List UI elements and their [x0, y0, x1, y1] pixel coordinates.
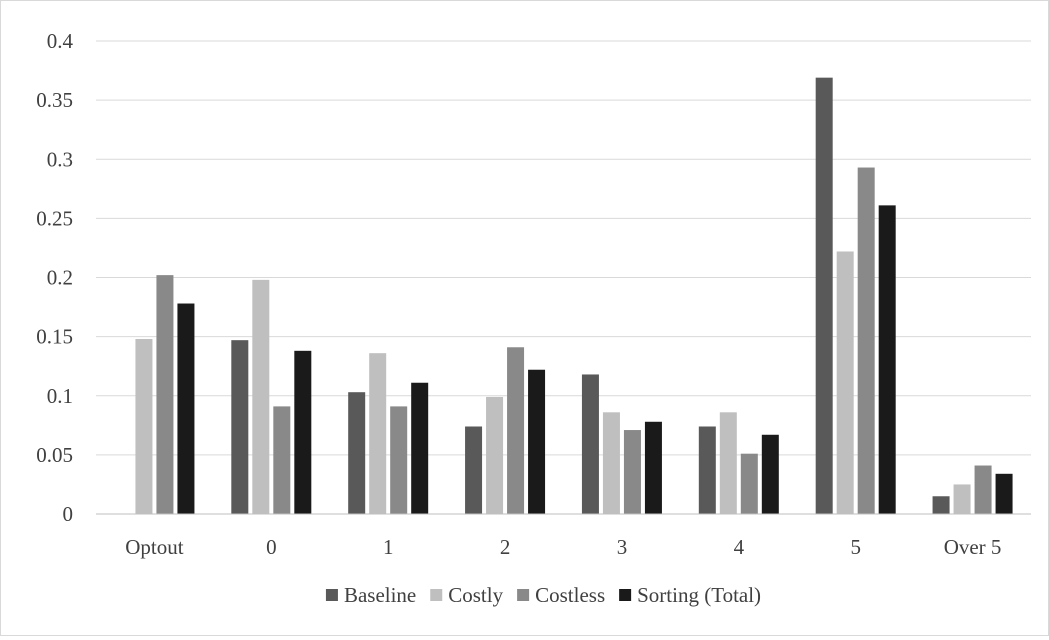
bar-costless-over-5	[974, 465, 992, 514]
bar-sorting-total-optout	[177, 303, 195, 514]
bar-baseline-2	[465, 426, 483, 514]
bar-costless-4	[740, 453, 758, 514]
x-axis-category-labels: Optout 0 1 2 3 4 5 Over 5	[125, 535, 1001, 559]
bar-baseline-0	[231, 340, 249, 514]
bar-costly-5	[836, 251, 854, 515]
y-axis-tick-labels: 0 0.05 0.1 0.15 0.2 0.25 0.3 0.35 0.4	[36, 29, 73, 526]
legend-label: Costly	[448, 583, 503, 607]
bar-sorting-total-0	[294, 350, 312, 514]
legend-swatch	[619, 589, 632, 601]
legend-label: Sorting (Total)	[637, 583, 761, 607]
legend: Baseline Costly Costless Sorting (Total)	[325, 583, 761, 607]
x-category-label: 3	[617, 535, 628, 559]
legend-swatch	[517, 589, 530, 601]
y-tick-label: 0.4	[47, 29, 74, 53]
bar-sorting-total-3	[644, 421, 662, 514]
legend-swatch	[430, 589, 443, 601]
bar-costly-optout	[135, 338, 153, 514]
bar-costless-2	[507, 347, 525, 514]
x-category-label: 2	[500, 535, 511, 559]
bar-sorting-total-over-5	[995, 473, 1013, 514]
y-tick-label: 0.2	[47, 266, 73, 290]
bar-costless-0	[273, 406, 291, 514]
bar-costless-optout	[156, 275, 174, 514]
y-tick-label: 0.35	[36, 88, 73, 112]
bar-costless-3	[623, 430, 641, 514]
bar-baseline-5	[815, 77, 833, 514]
bars	[135, 77, 1013, 515]
bar-costly-over-5	[953, 484, 971, 514]
bar-costly-0	[252, 279, 270, 514]
y-tick-label: 0.05	[36, 443, 73, 467]
legend-item: Sorting (Total)	[619, 583, 761, 607]
bar-costly-4	[719, 412, 737, 514]
bar-sorting-total-5	[878, 205, 896, 514]
y-tick-label: 0.25	[36, 206, 73, 230]
x-category-label: 0	[266, 535, 277, 559]
gridlines	[96, 40, 1031, 456]
bar-costly-3	[602, 412, 620, 514]
bar-baseline-over-5	[932, 496, 950, 514]
legend-label: Baseline	[344, 583, 416, 607]
x-category-label: Over 5	[944, 535, 1002, 559]
bar-baseline-1	[348, 392, 366, 514]
y-tick-label: 0.3	[47, 147, 73, 171]
bar-baseline-4	[698, 426, 716, 514]
legend-swatch	[325, 589, 338, 601]
legend-label: Costless	[535, 583, 605, 607]
bar-sorting-total-2	[528, 369, 546, 514]
bar-costly-2	[486, 396, 504, 514]
legend-item: Costly	[430, 583, 504, 607]
bar-baseline-3	[581, 374, 599, 514]
legend-item: Costless	[517, 583, 605, 607]
y-tick-label: 0	[63, 502, 74, 526]
y-tick-label: 0.15	[36, 325, 73, 349]
y-tick-label: 0.1	[47, 384, 73, 408]
x-category-label: Optout	[125, 535, 184, 559]
x-category-label: 1	[383, 535, 394, 559]
x-category-label: 4	[734, 535, 745, 559]
bar-sorting-total-1	[411, 382, 429, 514]
bar-sorting-total-4	[761, 434, 779, 514]
bar-costless-1	[390, 406, 408, 514]
bar-costless-5	[857, 167, 875, 514]
bar-costly-1	[369, 353, 387, 514]
x-category-label: 5	[850, 535, 861, 559]
legend-item: Baseline	[325, 583, 416, 607]
